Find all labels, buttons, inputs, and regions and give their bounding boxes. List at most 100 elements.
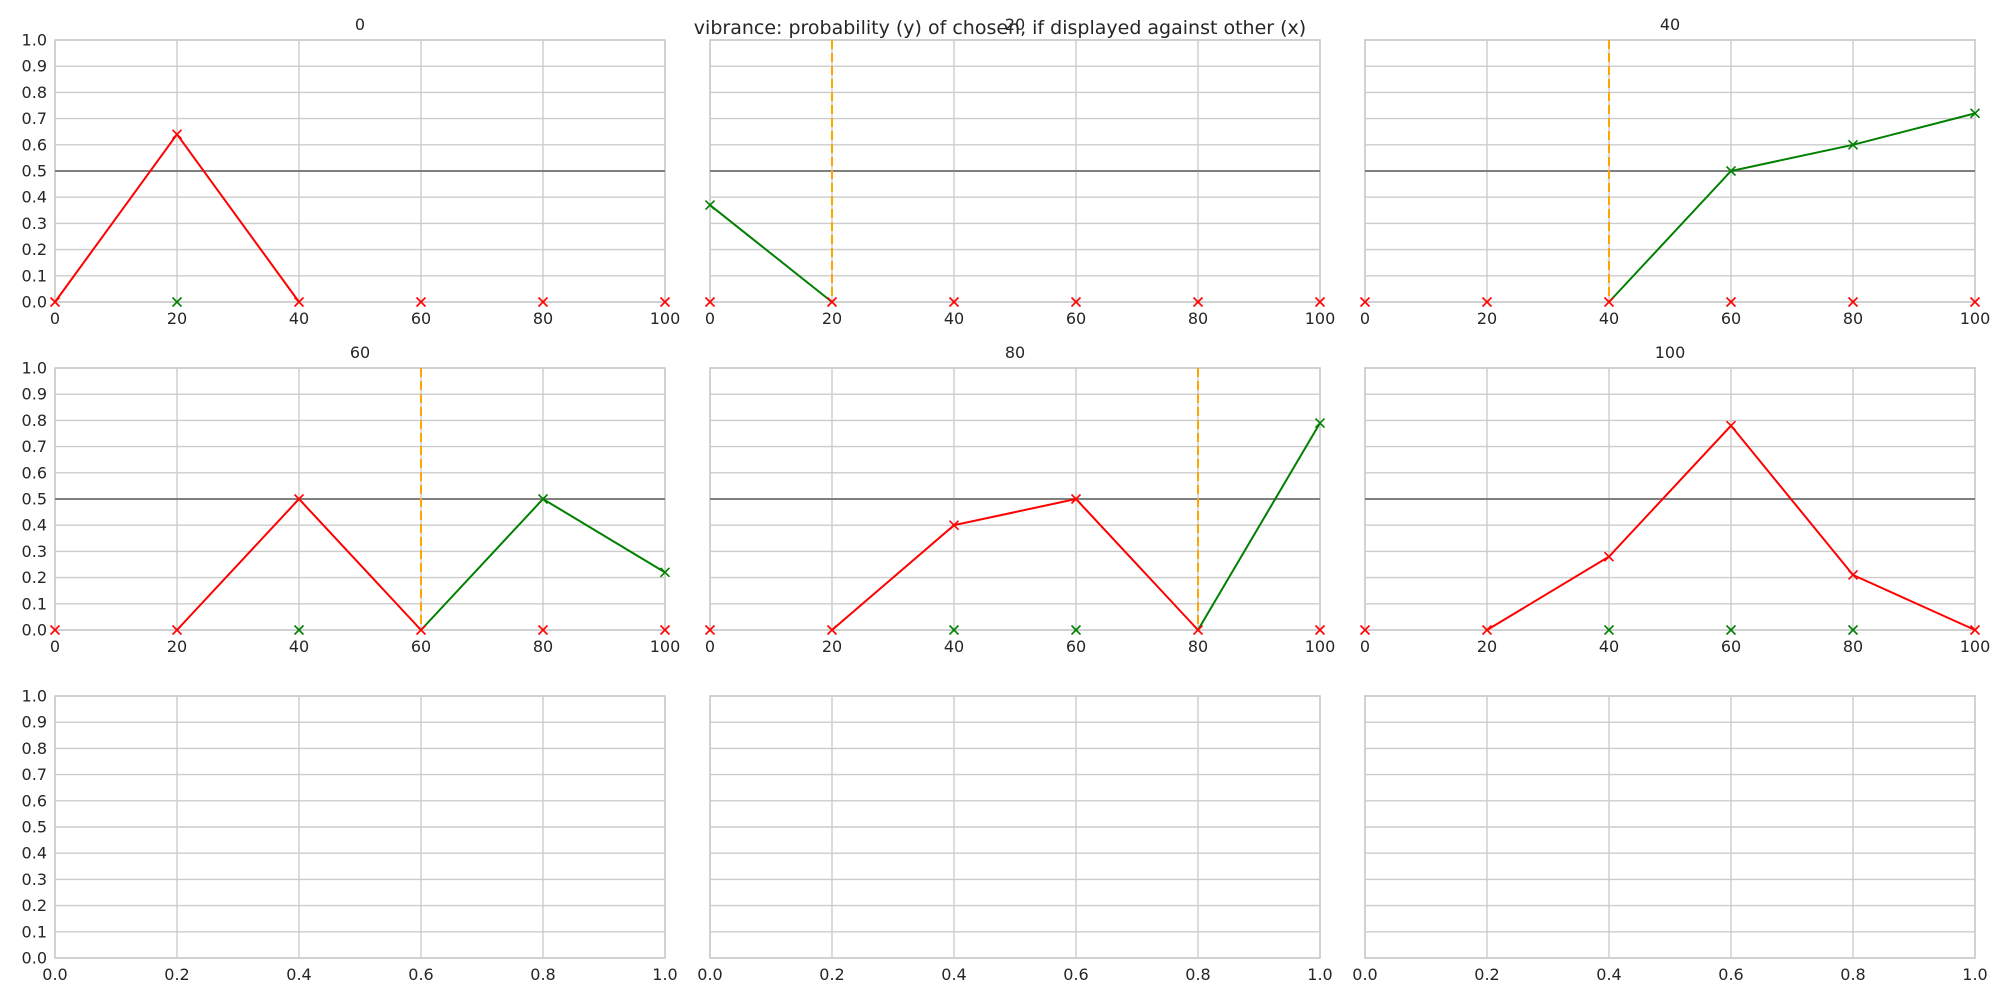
data-marker-low bbox=[1969, 624, 1981, 636]
y-tick-label: 0.2 bbox=[22, 896, 47, 915]
x-tick-label: 20 bbox=[1477, 309, 1497, 328]
data-marker-high bbox=[1847, 139, 1859, 150]
data-marker-low bbox=[415, 624, 427, 636]
x-tick-label: 80 bbox=[1843, 637, 1863, 656]
x-tick-label: 20 bbox=[167, 637, 187, 656]
x-tick-label: 100 bbox=[650, 309, 681, 328]
y-tick-label: 0.0 bbox=[22, 293, 47, 312]
chart-title: vibrance: probability (y) of chosen, if … bbox=[694, 17, 1306, 39]
data-marker-low bbox=[1481, 296, 1493, 308]
x-tick-label: 0.0 bbox=[42, 965, 67, 984]
x-tick-label: 40 bbox=[944, 309, 964, 328]
y-tick-label: 0.9 bbox=[22, 385, 47, 404]
data-marker-low bbox=[704, 624, 716, 636]
data-marker-low bbox=[293, 493, 305, 505]
panel-title: 60 bbox=[350, 343, 370, 362]
x-tick-label: 100 bbox=[1960, 309, 1991, 328]
x-tick-label: 60 bbox=[411, 637, 431, 656]
series-line-high bbox=[1608, 112, 1976, 303]
panel-title: 80 bbox=[1005, 343, 1025, 362]
x-tick-label: 0.6 bbox=[1718, 965, 1743, 984]
y-tick-label: 0.7 bbox=[22, 437, 47, 456]
data-marker-high bbox=[1603, 624, 1615, 636]
chart-panel: 0.0 0.2 0.4 0.6 0.8 1.0 bbox=[1352, 695, 1988, 984]
data-marker-high bbox=[1314, 417, 1326, 429]
y-tick-label: 0.3 bbox=[22, 542, 47, 561]
axes-frame bbox=[1364, 695, 1976, 959]
axes-frame bbox=[54, 695, 666, 959]
y-tick-label: 0.5 bbox=[22, 490, 47, 509]
x-tick-label: 60 bbox=[1066, 637, 1086, 656]
y-tick-label: 0.7 bbox=[22, 765, 47, 784]
data-marker-low bbox=[1070, 493, 1082, 505]
data-marker-low bbox=[1192, 296, 1204, 308]
y-tick-label: 0.1 bbox=[22, 922, 47, 941]
chart-panel: 0 20 40 60 80 100 0.0 0.1 0.2 0.3 0.4 0.5 0.6 0.7 0.8 0… bbox=[22, 15, 681, 328]
x-tick-label: 40 bbox=[1599, 637, 1619, 656]
y-tick-label: 0.4 bbox=[22, 516, 47, 535]
x-tick-label: 20 bbox=[822, 637, 842, 656]
y-tick-label: 0.8 bbox=[22, 83, 47, 102]
data-marker-high bbox=[1725, 624, 1737, 636]
data-marker-low bbox=[1725, 296, 1737, 308]
y-tick-label: 0.7 bbox=[22, 109, 47, 128]
x-tick-label: 0.8 bbox=[530, 965, 555, 984]
x-tick-label: 60 bbox=[1721, 309, 1741, 328]
data-marker-low bbox=[293, 296, 305, 308]
x-tick-label: 80 bbox=[1188, 309, 1208, 328]
x-tick-label: 60 bbox=[1066, 309, 1086, 328]
data-marker-low bbox=[1314, 296, 1326, 308]
series-line-high bbox=[709, 204, 833, 303]
data-marker-high bbox=[1070, 624, 1082, 636]
chart-panel: 0 20 40 60 80 100 0.0 0.1 0.2 0.3 0.4 0.5 0.6 0.7 0.8 0… bbox=[22, 343, 681, 656]
y-tick-label: 0.1 bbox=[22, 266, 47, 285]
data-marker-low bbox=[659, 296, 671, 308]
y-tick-label: 0.0 bbox=[22, 949, 47, 968]
x-tick-label: 100 bbox=[650, 637, 681, 656]
x-tick-label: 40 bbox=[1599, 309, 1619, 328]
x-tick-label: 1.0 bbox=[652, 965, 677, 984]
axes-frame bbox=[709, 695, 1321, 959]
data-marker-low bbox=[1359, 296, 1371, 308]
y-tick-label: 0.0 bbox=[22, 621, 47, 640]
data-marker-high bbox=[293, 624, 305, 636]
y-tick-label: 0.6 bbox=[22, 135, 47, 154]
panel-title: 100 bbox=[1655, 343, 1686, 362]
data-marker-low bbox=[1481, 624, 1493, 636]
data-marker-low bbox=[1192, 624, 1204, 636]
x-tick-label: 20 bbox=[1477, 637, 1497, 656]
y-tick-label: 1.0 bbox=[22, 359, 47, 378]
chart-panel: 0.0 0.2 0.4 0.6 0.8 1.0 bbox=[697, 695, 1333, 984]
x-tick-label: 1.0 bbox=[1962, 965, 1987, 984]
x-tick-label: 80 bbox=[1188, 637, 1208, 656]
x-tick-label: 0 bbox=[50, 637, 60, 656]
data-marker-high bbox=[537, 493, 549, 505]
x-tick-label: 0.0 bbox=[697, 965, 722, 984]
data-marker-low bbox=[537, 296, 549, 308]
y-tick-label: 0.2 bbox=[22, 240, 47, 259]
data-marker-low bbox=[704, 296, 716, 308]
x-tick-label: 20 bbox=[167, 309, 187, 328]
data-marker-high bbox=[948, 624, 960, 636]
data-marker-low bbox=[826, 296, 838, 308]
data-marker-low bbox=[415, 296, 427, 308]
data-marker-low bbox=[1603, 296, 1615, 308]
x-tick-label: 40 bbox=[944, 637, 964, 656]
x-tick-label: 0.0 bbox=[1352, 965, 1377, 984]
data-marker-high bbox=[659, 567, 671, 578]
data-marker-low bbox=[1847, 296, 1859, 308]
data-marker-low bbox=[1969, 296, 1981, 308]
data-marker-low bbox=[1359, 624, 1371, 636]
x-tick-label: 0.6 bbox=[408, 965, 433, 984]
x-tick-label: 0 bbox=[705, 637, 715, 656]
x-tick-label: 0.4 bbox=[1596, 965, 1621, 984]
x-tick-label: 60 bbox=[411, 309, 431, 328]
y-tick-label: 0.6 bbox=[22, 791, 47, 810]
chart-panel: 0 20 40 60 80 100 20 bbox=[705, 15, 1335, 328]
x-tick-label: 1.0 bbox=[1307, 965, 1332, 984]
panel-title: 0 bbox=[355, 15, 365, 34]
data-marker-high bbox=[1725, 165, 1737, 177]
x-tick-label: 0.6 bbox=[1063, 965, 1088, 984]
data-marker-low bbox=[1070, 296, 1082, 308]
